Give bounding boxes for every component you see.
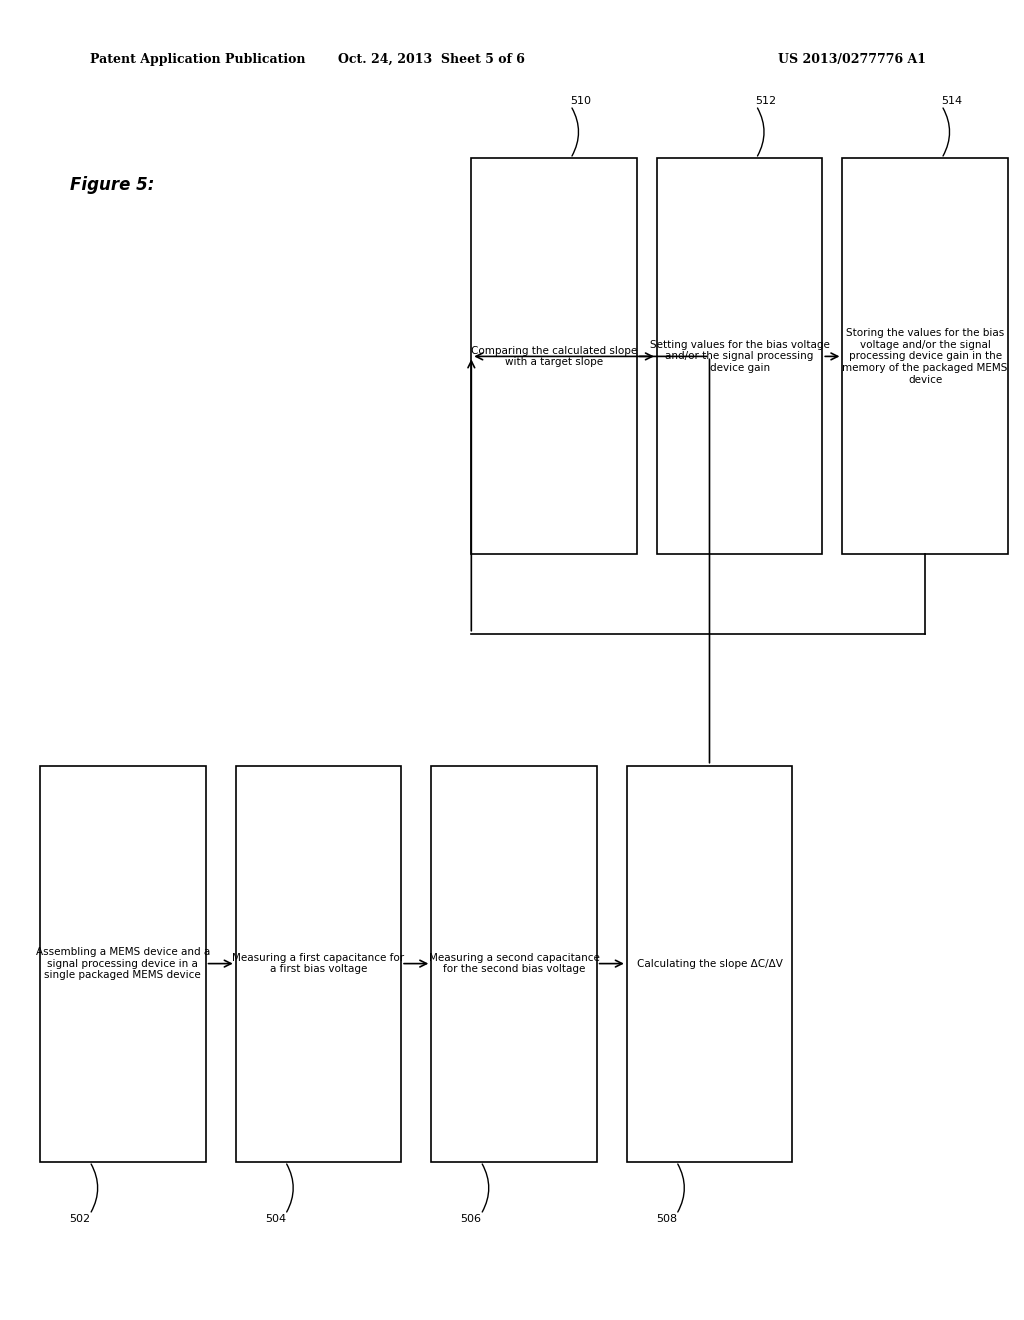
Text: 510: 510 (570, 95, 591, 106)
FancyBboxPatch shape (656, 158, 822, 554)
FancyBboxPatch shape (471, 158, 637, 554)
Text: Setting values for the bias voltage
and/or the signal processing
device gain: Setting values for the bias voltage and/… (649, 339, 829, 374)
Text: 504: 504 (265, 1214, 286, 1225)
Text: Calculating the slope ΔC/ΔV: Calculating the slope ΔC/ΔV (637, 958, 782, 969)
FancyBboxPatch shape (40, 766, 206, 1162)
Text: 508: 508 (655, 1214, 677, 1225)
Text: US 2013/0277776 A1: US 2013/0277776 A1 (778, 53, 927, 66)
Text: Comparing the calculated slope
with a target slope: Comparing the calculated slope with a ta… (471, 346, 637, 367)
FancyBboxPatch shape (236, 766, 401, 1162)
Text: 502: 502 (70, 1214, 90, 1225)
Text: Storing the values for the bias
voltage and/or the signal
processing device gain: Storing the values for the bias voltage … (843, 329, 1008, 384)
Text: Assembling a MEMS device and a
signal processing device in a
single packaged MEM: Assembling a MEMS device and a signal pr… (36, 946, 210, 981)
Text: Patent Application Publication: Patent Application Publication (90, 53, 306, 66)
Text: Oct. 24, 2013  Sheet 5 of 6: Oct. 24, 2013 Sheet 5 of 6 (338, 53, 524, 66)
Text: 514: 514 (941, 95, 963, 106)
Text: Figure 5:: Figure 5: (71, 176, 155, 194)
FancyBboxPatch shape (843, 158, 1008, 554)
Text: Measuring a second capacitance
for the second bias voltage: Measuring a second capacitance for the s… (428, 953, 599, 974)
FancyBboxPatch shape (431, 766, 597, 1162)
FancyBboxPatch shape (627, 766, 793, 1162)
Text: 506: 506 (461, 1214, 481, 1225)
Text: 512: 512 (756, 95, 777, 106)
Text: Measuring a first capacitance for
a first bias voltage: Measuring a first capacitance for a firs… (232, 953, 404, 974)
